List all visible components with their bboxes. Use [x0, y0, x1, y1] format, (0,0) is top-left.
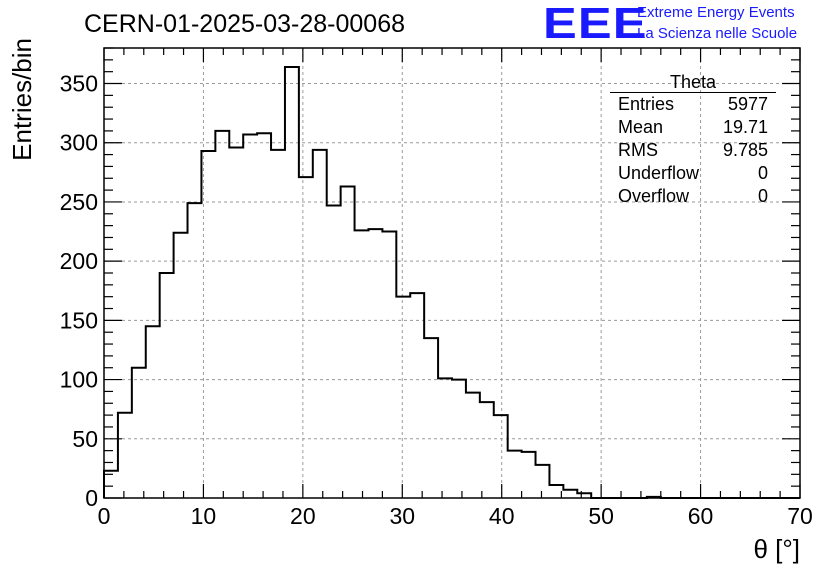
x-tick-label: 10: [191, 503, 217, 529]
y-tick-label: 200: [60, 248, 98, 274]
x-tick-label: 0: [98, 503, 111, 529]
y-tick-label: 300: [60, 130, 98, 156]
x-tick-label: 40: [489, 503, 515, 529]
x-tick-label: 30: [389, 503, 415, 529]
x-tick-label: 50: [588, 503, 614, 529]
stats-label: Underflow: [618, 163, 700, 183]
stats-value: 19.71: [722, 117, 768, 137]
stats-value: 9.785: [722, 140, 768, 160]
x-tick-labels: 0 10 20 30 40 50 60 70: [98, 503, 813, 529]
stats-label: Mean: [618, 117, 664, 137]
histogram-step-line: [103, 65, 800, 499]
stats-box: Theta Entries 5977 Mean 19.71 RMS 9.785 …: [610, 72, 776, 208]
stats-value: 5977: [727, 94, 768, 114]
y-tick-label: 350: [60, 71, 98, 97]
stats-value: 0: [757, 186, 768, 206]
stats-title: Theta: [610, 72, 776, 93]
x-tick-label: 20: [290, 503, 316, 529]
stats-row: Underflow 0: [610, 162, 776, 185]
stats-row: Overflow 0: [610, 185, 776, 208]
stats-label: Entries: [618, 94, 675, 114]
stats-row: Entries 5977: [610, 93, 776, 116]
y-tick-label: 150: [60, 307, 98, 333]
grid-lines: [104, 48, 800, 498]
run-title: CERN-01-2025-03-28-00068: [84, 10, 406, 38]
stats-row: Mean 19.71: [610, 116, 776, 139]
y-tick-label: 50: [72, 426, 98, 452]
y-tick-label: 100: [60, 367, 98, 393]
eee-logo-line2: La Scienza nelle Scuole: [637, 25, 798, 42]
stats-value: 0: [757, 163, 768, 183]
x-tick-label: 60: [688, 503, 714, 529]
y-axis-label: Entries/bin: [7, 38, 37, 161]
x-axis-label: θ [°]: [753, 534, 800, 564]
y-tick-label: 250: [60, 189, 98, 215]
x-tick-label: 70: [787, 503, 813, 529]
eee-logo-line1: Extreme Energy Events: [637, 4, 795, 21]
y-tick-labels: 0 50 100 150 200 250 300 350: [60, 71, 98, 511]
stats-label: Overflow: [618, 186, 690, 206]
eee-logo: EEE: [543, 0, 648, 48]
y-tick-label: 0: [85, 485, 98, 511]
stats-row: RMS 9.785: [610, 139, 776, 162]
stats-label: RMS: [618, 140, 658, 160]
